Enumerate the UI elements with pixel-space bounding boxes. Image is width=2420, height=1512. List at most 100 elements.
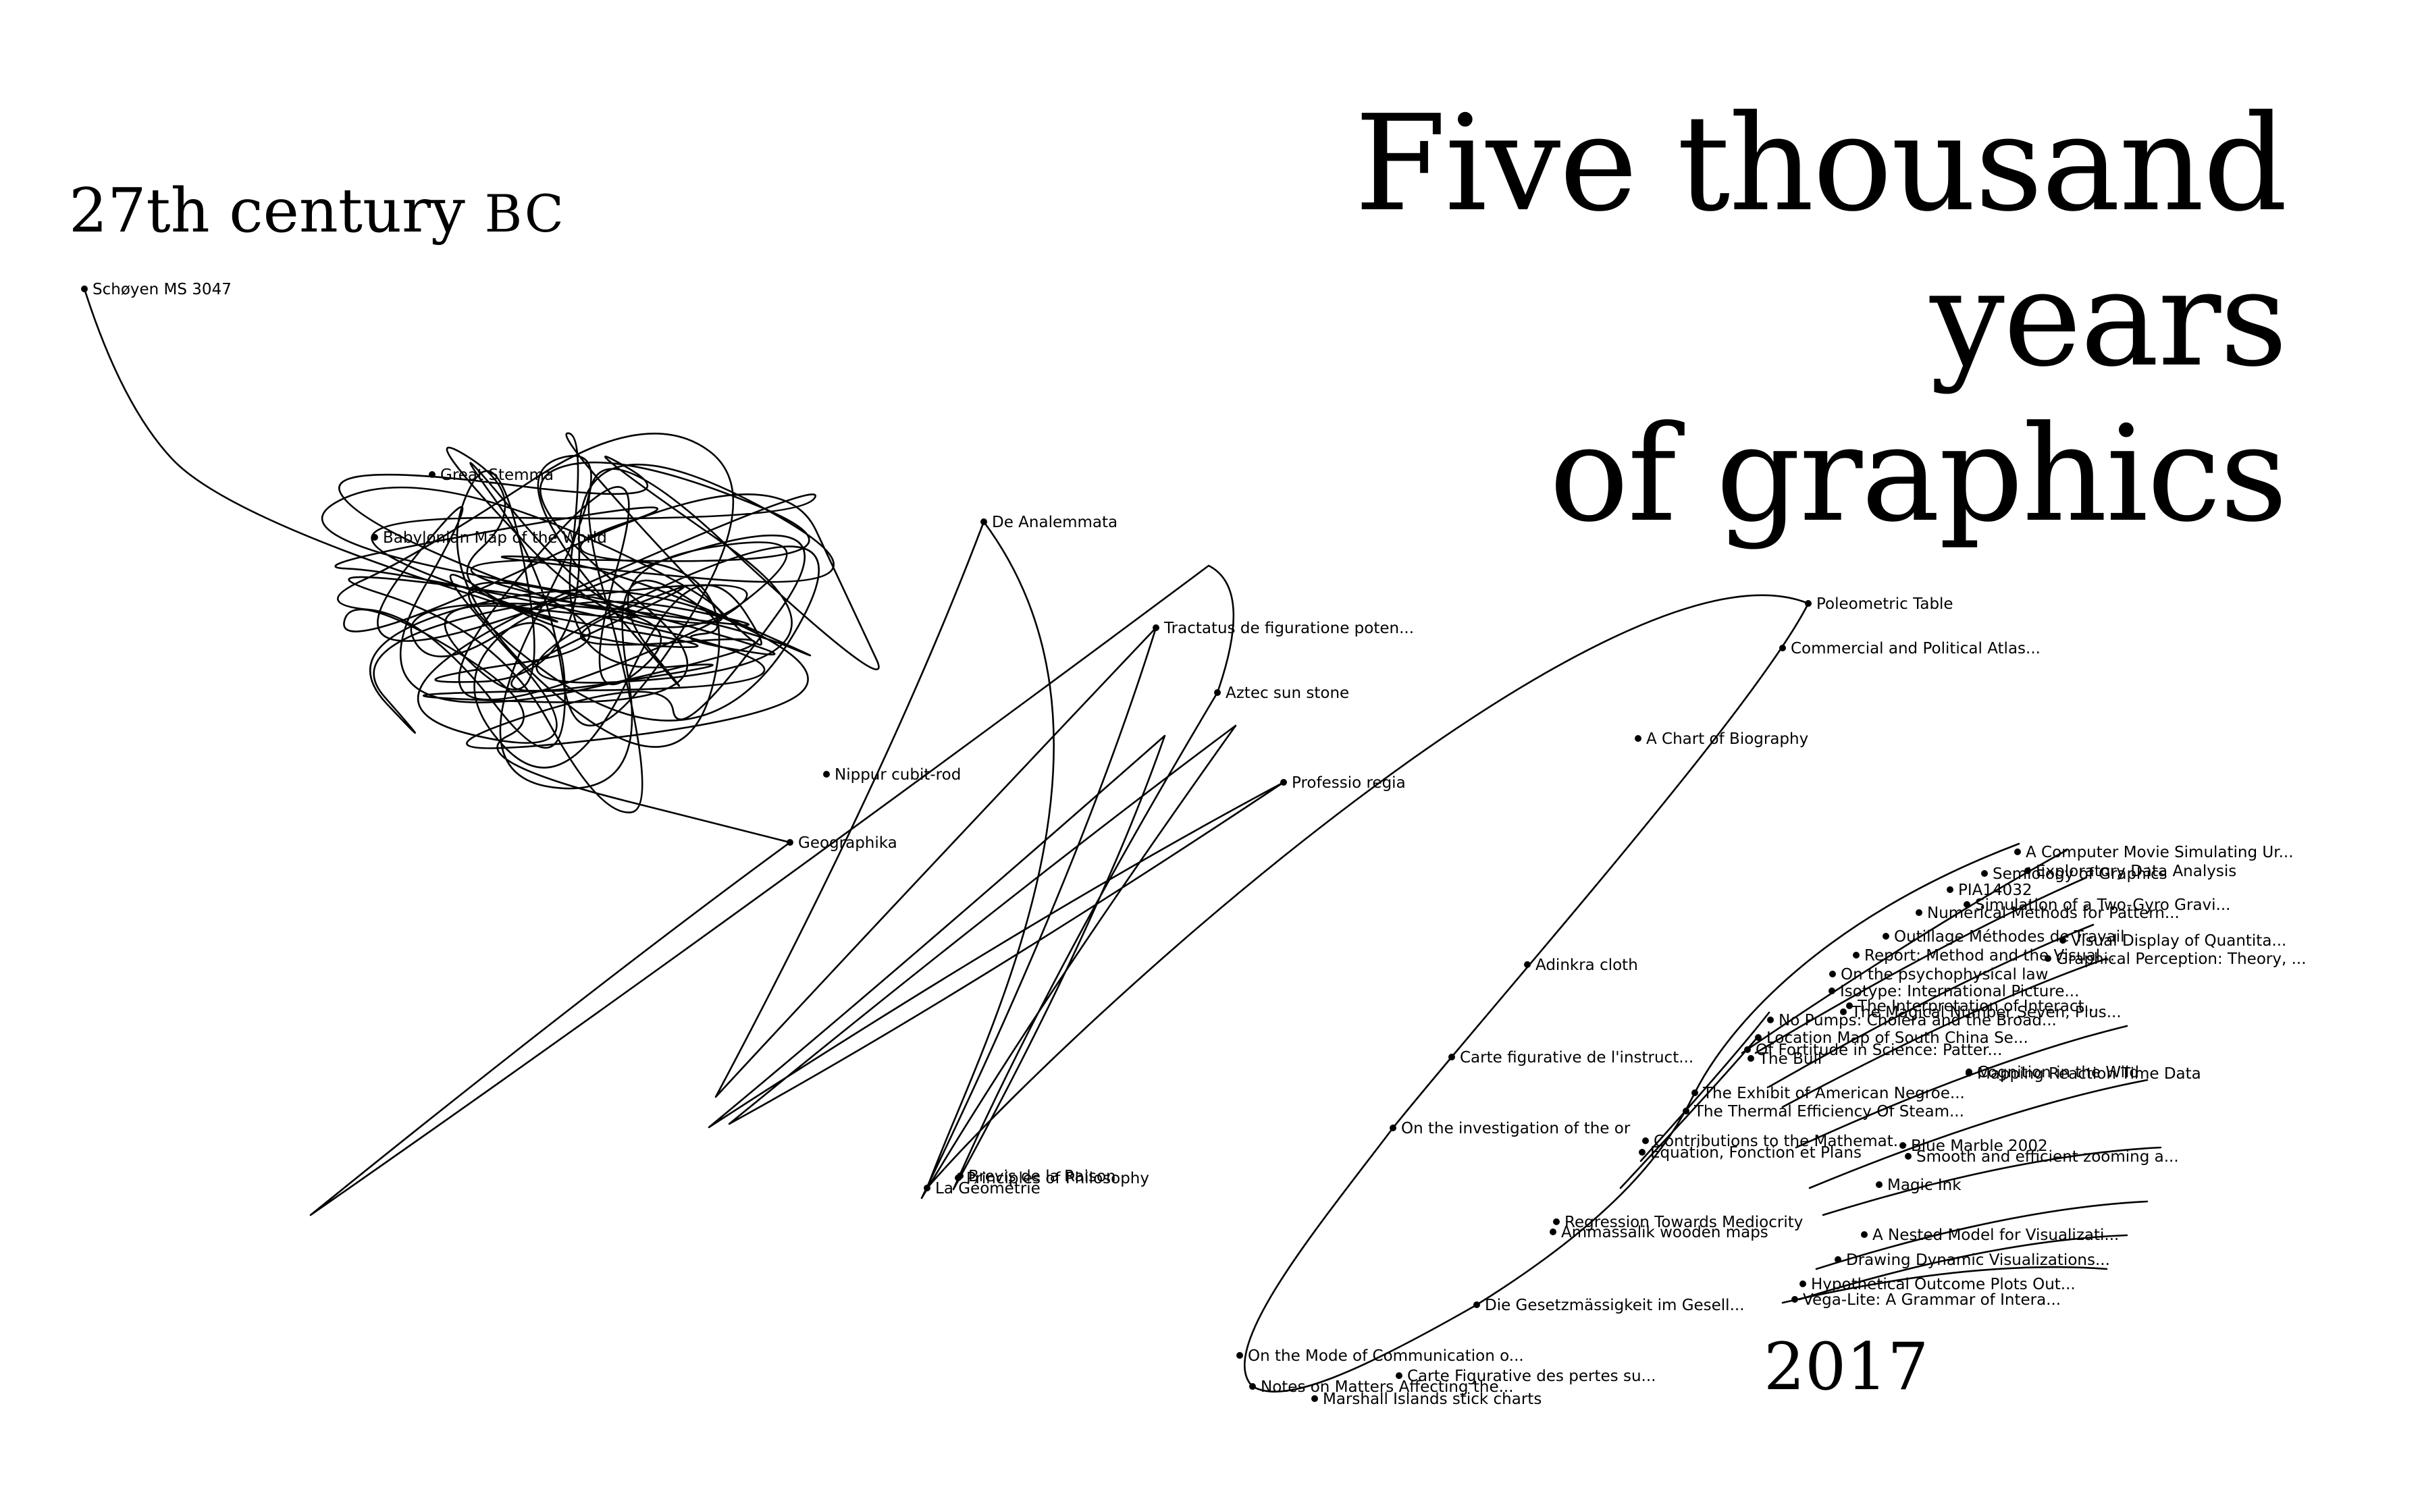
chart-title: Five thousand years of graphics bbox=[1003, 86, 2288, 552]
event-dot bbox=[1829, 988, 1835, 994]
event-dot bbox=[1916, 909, 1922, 916]
event-dot bbox=[1883, 933, 1889, 940]
event-dot bbox=[1981, 870, 1988, 877]
event-dot bbox=[1767, 1017, 1774, 1023]
event-label: Carte figurative de l'instruct... bbox=[1460, 1049, 1693, 1066]
event-dot bbox=[1791, 1296, 1798, 1303]
event-label: Regression Towards Mediocrity bbox=[1564, 1214, 1803, 1231]
event-dot bbox=[1396, 1372, 1402, 1379]
event-label: Isotype: International Picture... bbox=[1840, 983, 2079, 1000]
event-label: Adinkra cloth bbox=[1535, 956, 1638, 974]
event-dot bbox=[1524, 961, 1531, 968]
event-label: Principles of Philosophy bbox=[966, 1170, 1149, 1187]
event-label: Location Map of South China Se... bbox=[1766, 1029, 2028, 1047]
modern-fan-3 bbox=[1781, 957, 2108, 1108]
start-label-century: 27th century bbox=[69, 176, 485, 246]
event-label: PIA14032 bbox=[1958, 882, 2032, 899]
event-label: Visual Display of Quantita... bbox=[2071, 932, 2286, 950]
event-dot bbox=[1691, 1089, 1698, 1096]
event-label: Mapping Reaction Time Data bbox=[1977, 1065, 2201, 1083]
event-dot bbox=[1846, 1002, 1853, 1009]
event-label: Semiology of Graphics bbox=[1993, 865, 2167, 883]
event-dot bbox=[1947, 886, 1953, 893]
event-dot bbox=[1899, 1142, 1906, 1149]
event-label: Marshall Islands stick charts bbox=[1323, 1390, 1542, 1408]
event-label: La Géométrie bbox=[935, 1180, 1041, 1197]
modern-fan-9 bbox=[1781, 1266, 2108, 1304]
chart-title-line-1: Five thousand years bbox=[1354, 87, 2288, 396]
event-label: Contributions to the Mathemat... bbox=[1654, 1133, 1908, 1150]
event-label: The Exhibit of American Negroe... bbox=[1702, 1085, 1965, 1102]
event-dot bbox=[1905, 1153, 1912, 1160]
event-label: Geographika bbox=[798, 834, 897, 852]
event-dot bbox=[2045, 955, 2051, 962]
event-label: Outillage Méthodes de Travail bbox=[1894, 928, 2125, 946]
event-label: No Pumps: Cholera and the Broad... bbox=[1779, 1012, 2057, 1029]
event-label: Carte Figurative des pertes su... bbox=[1407, 1368, 1656, 1385]
event-label: On the Mode of Communication o... bbox=[1248, 1347, 1524, 1365]
event-dot bbox=[1840, 1008, 1847, 1015]
event-dot bbox=[1280, 779, 1287, 786]
modern-fan-6 bbox=[1822, 1146, 2162, 1216]
event-dot bbox=[787, 839, 793, 846]
end-label: 2017 bbox=[1764, 1329, 1929, 1405]
event-label: The Bull bbox=[1758, 1050, 1822, 1068]
event-label: Aztec sun stone bbox=[1226, 684, 1349, 702]
early-scribble bbox=[83, 288, 880, 844]
modern-fan-2 bbox=[1768, 923, 2095, 1088]
event-label: Report: Method and the Visual... bbox=[1864, 947, 2115, 965]
event-dot bbox=[1635, 735, 1641, 742]
event-label: On the psychophysical law bbox=[1841, 966, 2048, 983]
event-dot bbox=[1214, 689, 1221, 696]
event-label: Magic Ink bbox=[1887, 1177, 1962, 1194]
event-label: Of Fortitude in Science: Patter... bbox=[1756, 1042, 2002, 1059]
event-dot bbox=[371, 534, 378, 541]
event-label: Brevis de la Raison bbox=[968, 1168, 1116, 1185]
event-label: Exploratory Data Analysis bbox=[2036, 863, 2236, 880]
event-dot bbox=[1744, 1046, 1751, 1053]
event-dot bbox=[1390, 1125, 1396, 1131]
event-dot bbox=[1853, 952, 1860, 959]
event-label: Nippur cubit-rod bbox=[835, 766, 961, 784]
event-label: A Nested Model for Visualizati... bbox=[1872, 1226, 2119, 1244]
event-label: Smooth and efficient zooming a... bbox=[1916, 1148, 2179, 1166]
middle-zigzag bbox=[309, 520, 1285, 1216]
event-dot bbox=[1876, 1181, 1883, 1188]
event-label: A Chart of Biography bbox=[1646, 730, 1808, 748]
event-dot bbox=[2059, 937, 2066, 944]
chart-title-line-2: of graphics bbox=[1549, 398, 2288, 551]
event-dot bbox=[81, 286, 88, 292]
event-label: Great Stemma bbox=[440, 466, 554, 484]
event-label: Babylonian Map of the World bbox=[383, 529, 607, 547]
event-dot bbox=[1153, 624, 1159, 631]
event-label: Équation, Fonction et Plans bbox=[1650, 1143, 1862, 1162]
event-label: The Magical Number Seven, Plus... bbox=[1851, 1004, 2122, 1021]
event-dot bbox=[2014, 848, 2021, 855]
event-label: The Interpretation of Interact... bbox=[1857, 998, 2099, 1015]
event-label: Drawing Dynamic Visualizations... bbox=[1846, 1251, 2110, 1269]
event-label: Commercial and Political Atlas... bbox=[1791, 640, 2041, 657]
start-label-era: BC bbox=[484, 184, 565, 244]
modern-fan-1 bbox=[1754, 876, 2088, 1054]
event-dot bbox=[1448, 1054, 1455, 1060]
event-dot bbox=[1550, 1228, 1556, 1235]
event-dot bbox=[1755, 1034, 1762, 1041]
modern-fan-5 bbox=[1808, 1079, 2149, 1189]
event-dot bbox=[1964, 901, 1970, 908]
modern-fan-8 bbox=[1798, 1234, 2128, 1301]
event-label: Professio regia bbox=[1292, 774, 1406, 792]
start-label: 27th century BC bbox=[69, 174, 565, 251]
event-label: Ammassalik wooden maps bbox=[1561, 1224, 1768, 1241]
event-marks: Schøyen MS 3047 Great Stemma Babylonian Ma… bbox=[81, 281, 2307, 1408]
event-label: A Computer Movie Simulating Ur... bbox=[2026, 844, 2294, 861]
event-dot bbox=[1473, 1301, 1480, 1308]
event-label: The Thermal Efficiency Of Steam... bbox=[1693, 1103, 1964, 1120]
event-dot bbox=[1249, 1383, 1256, 1390]
event-dot bbox=[957, 1172, 964, 1179]
modern-fan-7 bbox=[1815, 1200, 2149, 1270]
event-label: Notes on Matters Affecting the... bbox=[1261, 1378, 1514, 1396]
event-dot bbox=[429, 471, 436, 478]
event-dot bbox=[1829, 971, 1836, 977]
event-dot bbox=[1639, 1149, 1646, 1156]
